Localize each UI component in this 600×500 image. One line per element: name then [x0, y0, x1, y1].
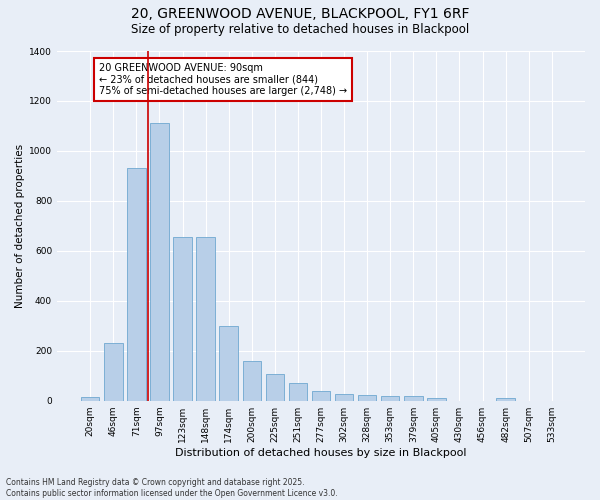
Bar: [104, 344, 122, 400]
Bar: [242, 360, 261, 401]
Bar: [496, 398, 515, 400]
Bar: [196, 237, 215, 400]
Bar: [427, 398, 446, 400]
Text: 20, GREENWOOD AVENUE, BLACKPOOL, FY1 6RF: 20, GREENWOOD AVENUE, BLACKPOOL, FY1 6RF: [131, 8, 469, 22]
X-axis label: Distribution of detached houses by size in Blackpool: Distribution of detached houses by size …: [175, 448, 467, 458]
Text: Size of property relative to detached houses in Blackpool: Size of property relative to detached ho…: [131, 22, 469, 36]
Y-axis label: Number of detached properties: Number of detached properties: [15, 144, 25, 308]
Bar: [404, 396, 422, 400]
Bar: [150, 124, 169, 400]
Bar: [81, 397, 100, 400]
Text: 20 GREENWOOD AVENUE: 90sqm
← 23% of detached houses are smaller (844)
75% of sem: 20 GREENWOOD AVENUE: 90sqm ← 23% of deta…: [99, 63, 347, 96]
Bar: [266, 374, 284, 400]
Bar: [289, 383, 307, 400]
Text: Contains HM Land Registry data © Crown copyright and database right 2025.
Contai: Contains HM Land Registry data © Crown c…: [6, 478, 338, 498]
Bar: [173, 237, 192, 400]
Bar: [312, 391, 330, 400]
Bar: [358, 395, 376, 400]
Bar: [335, 394, 353, 400]
Bar: [381, 396, 400, 400]
Bar: [127, 168, 146, 400]
Bar: [220, 326, 238, 400]
